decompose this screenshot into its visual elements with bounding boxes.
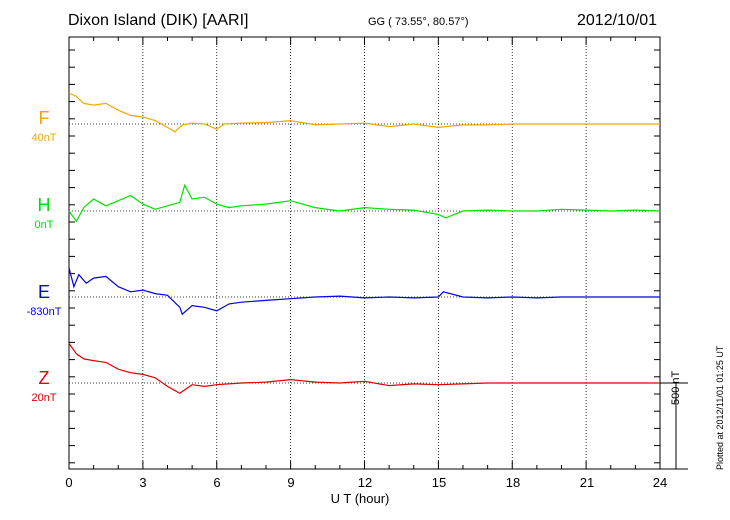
x-tick-label-18: 18: [505, 475, 521, 490]
x-tick-label-3: 3: [139, 475, 147, 490]
series-line-e: [68, 267, 660, 316]
station-title: Dixon Island (DIK) [AARI]: [68, 12, 249, 29]
plotted-timestamp: Plotted at 2012/11/01 01:25 UT: [715, 345, 725, 470]
x-axis-label: U T (hour): [330, 491, 390, 506]
x-tick-label-12: 12: [357, 475, 373, 490]
baseline-label-e: -830nT: [26, 306, 62, 318]
component-label-e: E: [37, 282, 50, 302]
series-line-z: [68, 343, 660, 395]
series-line-f: [68, 92, 660, 133]
baseline-label-h: 0nT: [34, 219, 54, 231]
component-label-h: H: [37, 195, 51, 215]
component-label-z: Z: [38, 368, 50, 388]
series-line-h: [68, 183, 661, 223]
x-tick-label-6: 6: [213, 475, 221, 490]
station-coordinates: GG ( 73.55°, 80.57°): [368, 16, 469, 28]
x-tick-label-15: 15: [431, 475, 447, 490]
x-tick-label-21: 21: [579, 475, 595, 490]
component-label-f: F: [38, 108, 50, 128]
plot-date: 2012/10/01: [577, 12, 658, 29]
scale-bar-label: 500 nT: [670, 370, 682, 405]
baseline-label-z: 20nT: [31, 392, 57, 404]
baseline-label-f: 40nT: [31, 132, 57, 144]
x-tick-label-24: 24: [652, 475, 668, 490]
x-tick-label-9: 9: [287, 475, 295, 490]
x-tick-label-0: 0: [65, 475, 73, 490]
